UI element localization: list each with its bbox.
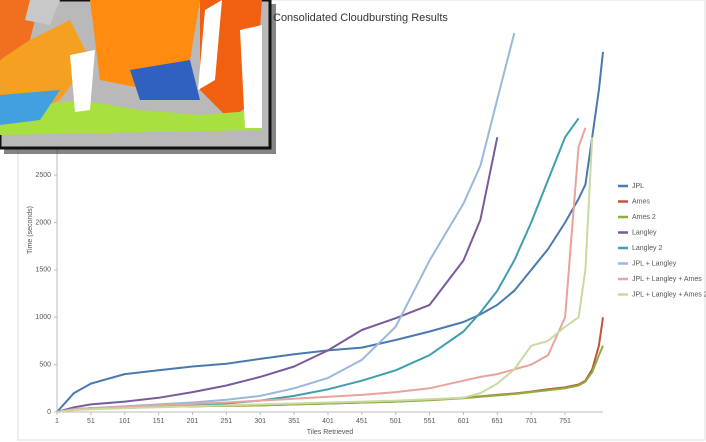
x-tick-label: 201 bbox=[187, 418, 199, 425]
x-tick-label: 551 bbox=[424, 418, 436, 425]
x-tick-label: 401 bbox=[322, 418, 334, 425]
x-tick-label: 701 bbox=[525, 418, 537, 425]
satellite-inset bbox=[0, 0, 276, 154]
legend-label: JPL + Langley + Ames 2 bbox=[632, 291, 706, 298]
x-tick-label: 151 bbox=[153, 418, 165, 425]
y-tick-label: 2500 bbox=[35, 172, 51, 179]
x-tick-label: 451 bbox=[356, 418, 368, 425]
x-tick-label: 51 bbox=[87, 418, 95, 425]
x-tick-label: 601 bbox=[458, 418, 470, 425]
x-tick-label: 301 bbox=[254, 418, 266, 425]
legend-label: JPL + Langley + Ames bbox=[632, 276, 702, 283]
x-tick-label: 251 bbox=[221, 418, 233, 425]
legend-label: Ames bbox=[632, 198, 650, 205]
legend-label: Langley bbox=[632, 229, 657, 236]
y-axis-title: Time (seconds) bbox=[27, 206, 34, 254]
chart: Consolidated Cloudbursting Results Tiles… bbox=[0, 0, 706, 442]
legend-label: JPL + Langley bbox=[632, 260, 677, 267]
legend-label: Ames 2 bbox=[632, 214, 656, 221]
x-tick-label: 751 bbox=[559, 418, 571, 425]
x-tick-label: 501 bbox=[390, 418, 402, 425]
y-tick-label: 1500 bbox=[35, 267, 51, 274]
legend-label: Langley 2 bbox=[632, 245, 662, 252]
x-axis-title: Tiles Retrieved bbox=[307, 429, 354, 436]
y-tick-label: 0 bbox=[47, 409, 51, 416]
chart-title: Consolidated Cloudbursting Results bbox=[273, 12, 448, 24]
legend-label: JPL bbox=[632, 183, 644, 190]
x-tick-label: 351 bbox=[288, 418, 300, 425]
x-tick-label: 651 bbox=[491, 418, 503, 425]
x-tick-label: 101 bbox=[119, 418, 131, 425]
y-tick-label: 2000 bbox=[35, 219, 51, 226]
y-tick-label: 1000 bbox=[35, 314, 51, 321]
x-tick-label: 1 bbox=[55, 418, 59, 425]
y-tick-label: 500 bbox=[39, 361, 51, 368]
